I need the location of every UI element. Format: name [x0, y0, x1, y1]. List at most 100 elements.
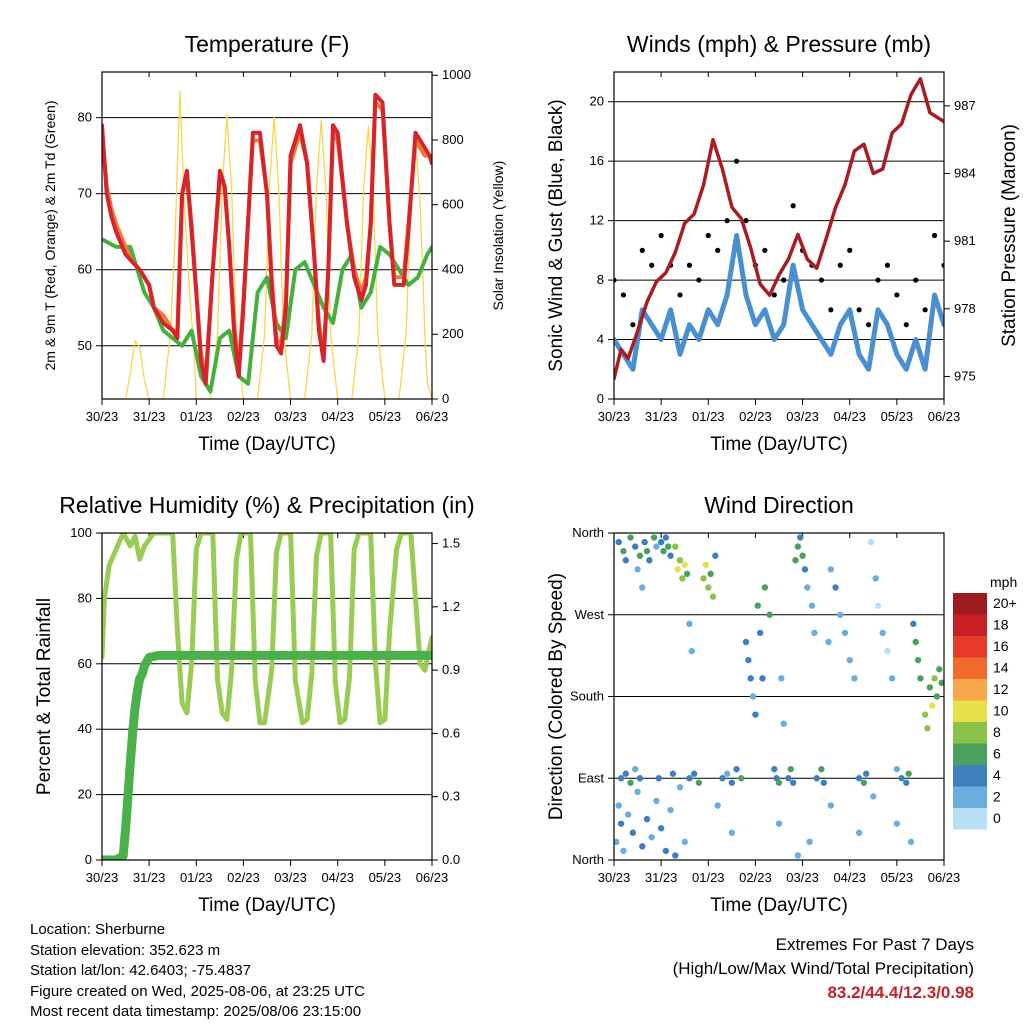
- latlon-text: Station lat/lon: 42.6403; -75.4837: [30, 962, 252, 979]
- direction-point: [643, 547, 651, 555]
- gust-point: [847, 247, 853, 253]
- direction-point: [723, 770, 731, 777]
- direction-point: [629, 829, 637, 836]
- direction-point: [872, 575, 879, 582]
- gust-point: [931, 232, 938, 239]
- direction-point: [806, 838, 813, 846]
- direction-point: [799, 552, 806, 559]
- gust-point: [790, 203, 796, 209]
- direction-point: [641, 538, 648, 546]
- legend-swatch: [953, 636, 987, 658]
- legend-label: 16: [993, 638, 1009, 654]
- winds-xlabel: Time (Day/UTC): [710, 434, 848, 455]
- x-tick-label: 05/23: [369, 409, 402, 424]
- x-tick-label: 02/23: [227, 409, 260, 424]
- direction-point: [787, 765, 794, 773]
- direction-point: [657, 825, 665, 832]
- direction-point: [766, 611, 773, 618]
- gust-point: [639, 247, 645, 253]
- direction-point: [846, 656, 853, 664]
- y-tick-label: 100: [70, 525, 92, 540]
- direction-point: [936, 666, 943, 673]
- y-tick-label: South: [570, 689, 604, 704]
- direction-frame: [613, 532, 945, 861]
- direction-point: [627, 534, 634, 541]
- direction-point: [771, 765, 778, 773]
- direction-point: [627, 779, 634, 786]
- direction-point: [634, 788, 641, 796]
- legend-label: 0: [993, 810, 1001, 826]
- direction-point: [636, 552, 644, 559]
- winds-data: [614, 77, 944, 381]
- direction-point: [808, 602, 816, 609]
- direction-point: [780, 720, 787, 727]
- y2-tick-label: 800: [442, 132, 464, 147]
- x-tick-label: 02/23: [739, 870, 772, 885]
- x-tick-label: 30/23: [86, 870, 119, 885]
- y2-tick-label: 200: [442, 326, 464, 341]
- gust-point: [903, 322, 909, 328]
- direction-point: [926, 684, 934, 691]
- direction-point: [615, 538, 622, 546]
- legend-swatch: [953, 700, 987, 722]
- y-tick-label: 0: [597, 391, 604, 406]
- direction-point: [700, 575, 707, 582]
- direction-point: [662, 847, 670, 855]
- direction-point: [681, 838, 688, 846]
- y-tick-label: 4: [597, 332, 604, 347]
- direction-point: [719, 775, 726, 782]
- direction-point: [676, 784, 684, 791]
- direction-point: [646, 557, 653, 564]
- direction-point: [811, 629, 818, 637]
- extremes-title: Extremes For Past 7 Days: [775, 935, 974, 954]
- legend-label: 12: [993, 681, 1009, 697]
- direction-point: [695, 779, 703, 786]
- direction-point: [874, 602, 882, 609]
- direction-point: [827, 802, 835, 809]
- direction-point: [752, 711, 759, 718]
- y-tick-label: North: [572, 525, 604, 540]
- direction-point: [655, 775, 662, 782]
- gust-point: [922, 307, 928, 313]
- gust-point: [724, 218, 730, 224]
- direction-point: [749, 693, 757, 700]
- winds-series-sonic-wind: [614, 233, 944, 372]
- direction-point: [912, 638, 919, 646]
- gust-point: [941, 262, 944, 268]
- winds-panel: Winds (mph) & Pressure (mb) 0 4 8 12 16 20 975 9…: [546, 31, 1020, 455]
- direction-point: [855, 775, 863, 782]
- x-tick-label: 30/23: [86, 409, 119, 424]
- direction-point: [667, 552, 674, 559]
- direction-point: [797, 534, 804, 541]
- x-tick-label: 03/23: [786, 870, 819, 885]
- y-tick-label: 60: [78, 656, 92, 671]
- x-tick-label: 06/23: [416, 870, 449, 885]
- gust-point: [894, 292, 900, 298]
- direction-point: [931, 675, 938, 682]
- legend-swatch: [953, 743, 987, 765]
- direction-point: [818, 765, 825, 773]
- gust-point: [715, 247, 721, 253]
- y-tick-label: North: [572, 852, 604, 867]
- y2-tick-label: 1.2: [442, 599, 460, 614]
- direction-point: [792, 557, 799, 564]
- x-tick-label: 31/23: [133, 870, 166, 885]
- y2-tick-label: 1.5: [442, 536, 460, 551]
- winds-series-station-pressure: [614, 77, 944, 381]
- direction-point: [893, 820, 901, 827]
- direction-point: [657, 538, 665, 546]
- direction-ylabel: Direction (Colored By Speed): [546, 573, 567, 820]
- direction-point: [679, 575, 686, 582]
- y-tick-label: West: [575, 607, 605, 622]
- direction-point: [624, 811, 632, 818]
- legend-label: 4: [993, 767, 1001, 783]
- y-tick-label: 12: [590, 213, 604, 228]
- x-tick-label: 01/23: [692, 409, 725, 424]
- y2-tick-label: 0.0: [442, 852, 460, 867]
- direction-point: [653, 797, 660, 805]
- direction-point: [794, 852, 802, 859]
- direction-point: [893, 765, 901, 773]
- direction-point: [738, 775, 745, 782]
- x-tick-label: 04/23: [833, 409, 866, 424]
